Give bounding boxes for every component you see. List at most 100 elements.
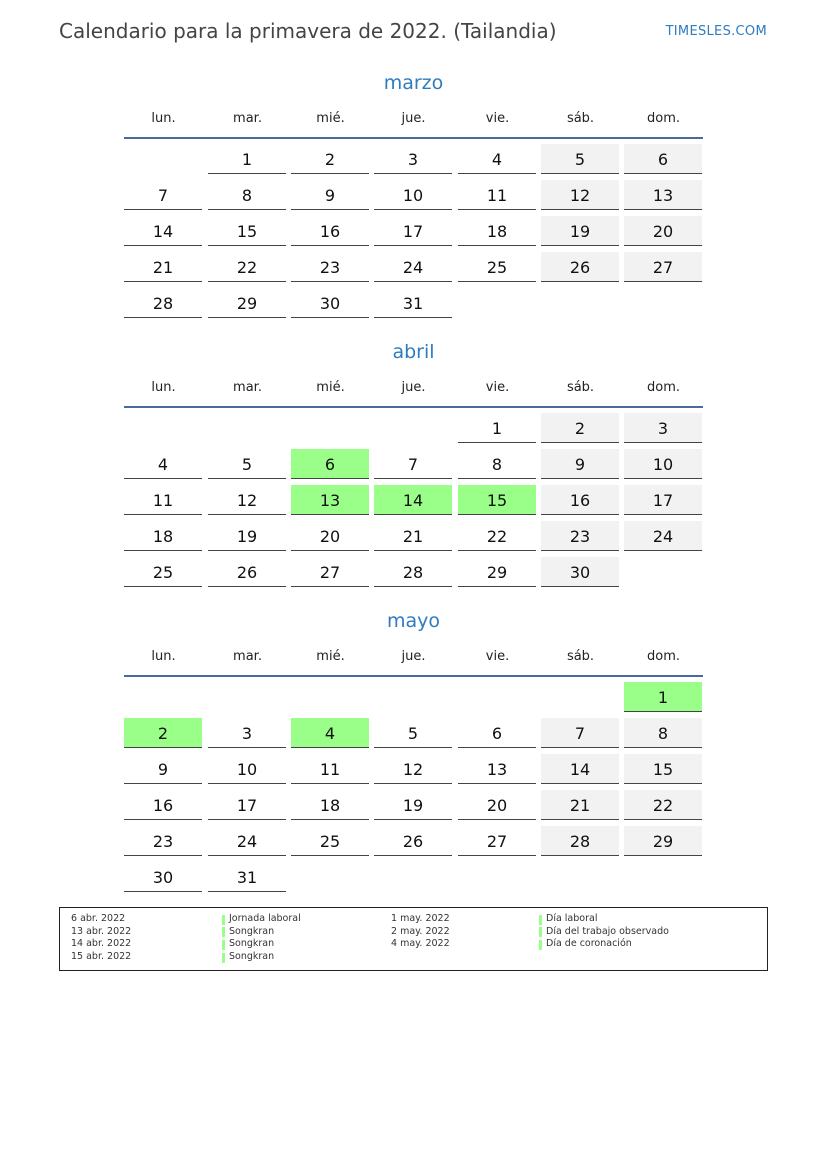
day-cell: 1 xyxy=(624,682,702,712)
legend-holiday-name: Songkran xyxy=(229,951,275,963)
page-title: Calendario para la primavera de 2022. (T… xyxy=(59,19,557,43)
weekday-header: mié. xyxy=(316,649,345,664)
weekday-header: sáb. xyxy=(566,111,595,126)
legend-color-marker xyxy=(222,927,225,938)
day-cell: 24 xyxy=(374,252,452,282)
day-cell: 22 xyxy=(208,252,286,282)
legend-holiday-name: Jornada laboral xyxy=(229,913,301,924)
day-cell: 15 xyxy=(624,754,702,784)
day-cell: 27 xyxy=(458,826,536,856)
day-cell: 4 xyxy=(291,718,369,748)
day-cell: 13 xyxy=(624,180,702,210)
day-cell: 5 xyxy=(374,718,452,748)
day-cell: 1 xyxy=(208,144,286,174)
day-cell: 17 xyxy=(374,216,452,246)
weekday-header: sáb. xyxy=(566,649,595,664)
legend-date: 14 abr. 2022 xyxy=(71,938,132,950)
legend-date: 2 may. 2022 xyxy=(391,925,450,937)
day-cell: 29 xyxy=(458,557,536,587)
day-cell: 12 xyxy=(208,485,286,515)
weekday-header: lun. xyxy=(151,380,176,395)
weekday-header: dom. xyxy=(646,111,680,126)
legend-color-marker xyxy=(539,914,542,925)
weekday-header: jue. xyxy=(401,380,426,395)
day-cell: 13 xyxy=(458,754,536,784)
legend-date: 6 abr. 2022 xyxy=(71,913,126,924)
day-cell: 8 xyxy=(208,180,286,210)
day-cell: 7 xyxy=(374,449,452,479)
weekday-header: dom. xyxy=(646,380,680,395)
legend-holiday-name: Songkran xyxy=(229,925,275,937)
month-title: abril xyxy=(392,341,435,363)
day-cell: 11 xyxy=(458,180,536,210)
month-abril: abril lun. mar. mié. jue. vie. sáb. dom. 1 2 3 4 5 6 7… xyxy=(124,339,703,608)
weekday-header: mar. xyxy=(233,649,262,664)
day-cell: 21 xyxy=(374,521,452,551)
holiday-legend: 6 abr. 2022 Jornada laboral 13 abr. 2022 So… xyxy=(59,907,768,971)
day-cell: 24 xyxy=(208,826,286,856)
weekday-header: lun. xyxy=(151,111,176,126)
day-cell: 10 xyxy=(624,449,702,479)
legend-holiday-name: Songkran xyxy=(229,938,275,950)
day-cell: 22 xyxy=(624,790,702,820)
day-cell: 3 xyxy=(624,413,702,443)
month-mayo: mayo lun. mar. mié. jue. vie. sáb. dom. 1 2 3 4 5 6 7 8… xyxy=(124,608,703,892)
day-cell: 31 xyxy=(374,288,452,318)
legend-date: 13 abr. 2022 xyxy=(71,925,132,937)
day-cell: 31 xyxy=(208,862,286,892)
day-cell: 20 xyxy=(458,790,536,820)
day-cell: 15 xyxy=(208,216,286,246)
weekday-header: jue. xyxy=(401,649,426,664)
day-cell: 7 xyxy=(541,718,619,748)
header-rule xyxy=(124,137,703,139)
header-rule xyxy=(124,675,703,677)
day-cell: 5 xyxy=(208,449,286,479)
day-cell: 4 xyxy=(458,144,536,174)
legend-color-marker xyxy=(539,939,542,950)
header-rule xyxy=(124,406,703,408)
day-cell: 20 xyxy=(624,216,702,246)
day-cell: 9 xyxy=(291,180,369,210)
day-cell: 12 xyxy=(541,180,619,210)
day-cell: 19 xyxy=(208,521,286,551)
day-cell: 27 xyxy=(624,252,702,282)
day-cell: 25 xyxy=(458,252,536,282)
day-cell: 3 xyxy=(374,144,452,174)
day-cell: 6 xyxy=(458,718,536,748)
day-cell: 28 xyxy=(124,288,202,318)
day-cell: 21 xyxy=(541,790,619,820)
month-title: mayo xyxy=(386,610,441,632)
legend-color-marker xyxy=(222,939,225,950)
day-cell: 8 xyxy=(458,449,536,479)
day-cell: 13 xyxy=(291,485,369,515)
day-cell: 4 xyxy=(124,449,202,479)
day-cell: 17 xyxy=(208,790,286,820)
day-cell: 14 xyxy=(541,754,619,784)
day-cell: 17 xyxy=(624,485,702,515)
day-cell: 3 xyxy=(208,718,286,748)
day-cell: 1 xyxy=(458,413,536,443)
day-cell: 5 xyxy=(541,144,619,174)
day-cell: 16 xyxy=(124,790,202,820)
legend-color-marker xyxy=(539,927,542,938)
brand-link[interactable]: TIMESLES.COM xyxy=(665,24,767,39)
weekday-header: mié. xyxy=(316,111,345,126)
day-cell: 11 xyxy=(124,485,202,515)
day-cell: 22 xyxy=(458,521,536,551)
day-cell: 25 xyxy=(291,826,369,856)
day-cell: 16 xyxy=(291,216,369,246)
day-cell: 26 xyxy=(541,252,619,282)
weekday-header: vie. xyxy=(485,111,510,126)
day-cell: 18 xyxy=(458,216,536,246)
day-cell: 19 xyxy=(374,790,452,820)
legend-holiday-name: Día de coronación xyxy=(546,938,632,950)
day-cell: 26 xyxy=(208,557,286,587)
day-cell: 14 xyxy=(124,216,202,246)
weekday-header: sáb. xyxy=(566,380,595,395)
weekday-header: vie. xyxy=(485,649,510,664)
day-cell: 2 xyxy=(541,413,619,443)
day-cell: 10 xyxy=(374,180,452,210)
day-cell: 2 xyxy=(291,144,369,174)
legend-holiday-name: Día del trabajo observado xyxy=(546,925,669,937)
day-cell: 18 xyxy=(124,521,202,551)
